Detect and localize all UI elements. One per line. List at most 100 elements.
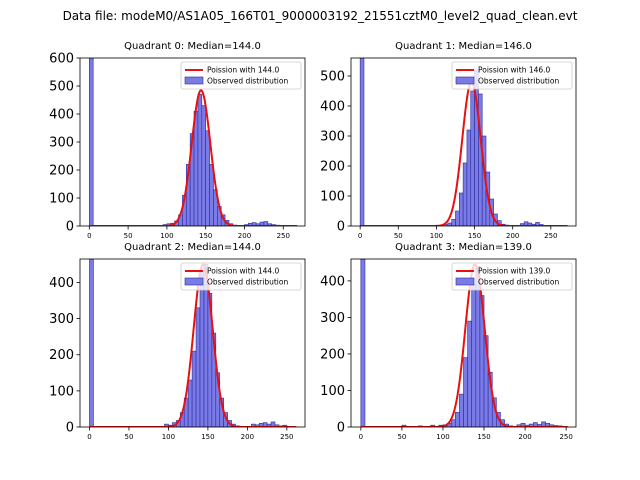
histogram-bar xyxy=(359,58,365,226)
legend-hist-label: Observed distribution xyxy=(207,77,288,86)
x-tick-label: 200 xyxy=(238,232,251,240)
quadrant-2-panel: Quadrant 2: Median=144.0 0 100 200 300 400 0 50… xyxy=(49,242,306,441)
histogram-bar xyxy=(454,412,460,427)
y-tick-label: 100 xyxy=(49,192,74,207)
histogram-bar xyxy=(463,357,468,427)
histogram-bar xyxy=(475,266,481,427)
legend-box xyxy=(451,262,573,291)
y-tick-label: 0 xyxy=(337,220,345,235)
histogram-bar xyxy=(197,94,203,226)
quadrant-3-panel: Quadrant 3: Median=139.0 0 100 200 300 400 0 50… xyxy=(320,242,577,441)
x-tick-label: 100 xyxy=(436,433,449,441)
y-tick-label: 400 xyxy=(49,276,74,291)
histogram-bar xyxy=(187,379,193,427)
x-tick-label: 150 xyxy=(199,232,212,240)
quadrant-2-title: Quadrant 2: Median=144.0 xyxy=(124,242,261,253)
legend-fit-label: Poission with 146.0 xyxy=(478,66,551,75)
quadrant-3-title: Quadrant 3: Median=139.0 xyxy=(395,242,532,253)
x-tick-label: 250 xyxy=(280,433,293,441)
y-tick-label: 400 xyxy=(320,274,345,289)
y-tick-label: 100 xyxy=(49,384,74,399)
y-tick-label: 100 xyxy=(320,384,345,399)
x-tick-label: 0 xyxy=(358,232,362,240)
poisson-fit-line xyxy=(360,263,568,427)
poisson-fit-line xyxy=(89,263,297,427)
x-tick-label: 200 xyxy=(518,433,531,441)
y-tick-label: 300 xyxy=(320,311,345,326)
legend-box xyxy=(451,61,573,90)
x-tick-label: 200 xyxy=(241,433,254,441)
histogram-bar xyxy=(462,162,468,226)
legend-hist-label: Observed distribution xyxy=(478,77,559,86)
quadrant-0-legend: Poission with 144.0 Observed distribution xyxy=(180,61,302,90)
histogram-bar xyxy=(450,419,456,427)
x-tick-label: 50 xyxy=(397,433,406,441)
histogram-bar xyxy=(471,284,477,427)
histogram-bar xyxy=(89,58,94,226)
y-tick-label: 400 xyxy=(320,100,345,115)
histogram-bar xyxy=(451,219,456,226)
poisson-fit-line xyxy=(89,89,298,226)
axes-frame xyxy=(79,258,306,428)
x-tick-label: 150 xyxy=(201,433,214,441)
histogram-bar xyxy=(191,350,197,427)
quadrant-3-legend: Poission with 139.0 Observed distribution xyxy=(451,262,573,291)
figure-suptitle: Data file: modeM0/AS1A05_166T01_90000031… xyxy=(63,9,578,23)
histogram-bar xyxy=(470,90,475,226)
y-tick-label: 0 xyxy=(66,421,74,436)
histogram-bar xyxy=(205,130,210,226)
x-tick-label: 250 xyxy=(544,232,557,240)
y-tick-label: 200 xyxy=(49,164,74,179)
y-tick-label: 400 xyxy=(49,108,74,123)
histogram-bar xyxy=(467,320,473,427)
x-tick-label: 0 xyxy=(87,433,91,441)
x-tick-label: 150 xyxy=(477,433,490,441)
axes-frame xyxy=(350,258,577,428)
x-tick-label: 100 xyxy=(162,433,175,441)
histogram-bar xyxy=(193,110,199,226)
quadrant-1-panel: Quadrant 1: Median=146.00100200300400500… xyxy=(320,41,577,240)
y-tick-label: 0 xyxy=(66,220,74,235)
legend-fit-label: Poission with 139.0 xyxy=(478,267,551,276)
quadrant-2-legend: Poission with 144.0 Observed distribution xyxy=(180,262,302,291)
poisson-fit-line xyxy=(360,80,568,226)
y-tick-label: 500 xyxy=(49,80,74,95)
histogram-bar xyxy=(447,222,452,226)
x-tick-label: 100 xyxy=(430,232,443,240)
legend-fit-label: Poission with 144.0 xyxy=(207,66,280,75)
histogram-bar xyxy=(459,192,464,226)
x-tick-label: 0 xyxy=(87,232,91,240)
y-tick-label: 300 xyxy=(320,130,345,145)
x-tick-label: 0 xyxy=(359,433,363,441)
histogram-bar xyxy=(201,105,206,226)
legend-box xyxy=(180,262,302,291)
legend-hist-label: Observed distribution xyxy=(478,278,559,287)
legend-hist-swatch xyxy=(184,76,204,85)
histogram-bar xyxy=(466,129,472,226)
y-tick-label: 600 xyxy=(49,52,74,67)
quadrant-0-panel: Quadrant 0: Median=144.0 0 100 200 300 400 500… xyxy=(49,41,306,240)
histogram-bar xyxy=(459,393,464,427)
x-tick-label: 250 xyxy=(277,232,290,240)
y-tick-label: 300 xyxy=(49,312,74,327)
quadrant-1-legend: Poission with 146.0 Observed distribution xyxy=(451,61,573,90)
y-tick-label: 300 xyxy=(49,136,74,151)
histogram-bar xyxy=(455,210,460,226)
legend-fit-label: Poission with 144.0 xyxy=(207,267,280,276)
x-tick-label: 250 xyxy=(559,433,572,441)
axes-frame xyxy=(350,57,577,227)
legend-hist-swatch xyxy=(455,76,475,85)
histogram-bar xyxy=(199,271,205,427)
x-tick-label: 50 xyxy=(124,433,133,441)
quadrant-0-title: Quadrant 0: Median=144.0 xyxy=(124,41,261,52)
y-tick-label: 200 xyxy=(320,160,345,175)
y-tick-label: 500 xyxy=(320,70,345,85)
histogram-bar xyxy=(209,164,214,226)
legend-hist-swatch xyxy=(184,277,204,286)
y-tick-label: 200 xyxy=(320,347,345,362)
quadrant-3-plot-area xyxy=(360,259,568,427)
x-tick-label: 200 xyxy=(506,232,519,240)
quadrant-1-plot-area xyxy=(359,58,568,226)
legend-hist-label: Observed distribution xyxy=(207,278,288,287)
